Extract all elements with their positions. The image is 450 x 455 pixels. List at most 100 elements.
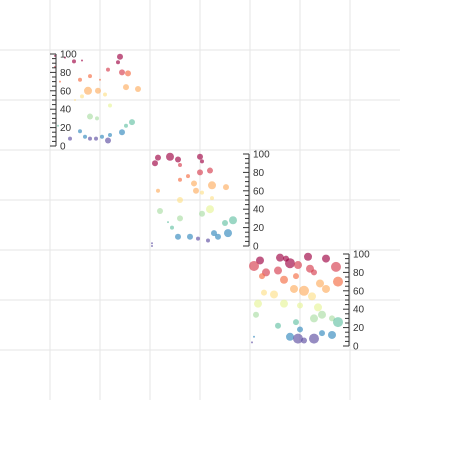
y-tick-label: 80 (253, 168, 265, 179)
data-point (314, 303, 322, 312)
data-point (286, 332, 294, 341)
data-point (186, 174, 190, 179)
data-point (253, 311, 259, 318)
data-point (280, 275, 288, 284)
data-point (229, 216, 237, 225)
data-point (297, 302, 303, 309)
y-tick-label: 80 (353, 268, 365, 279)
data-point (175, 156, 181, 163)
data-point (95, 116, 99, 121)
data-point (253, 335, 255, 338)
data-point (106, 67, 110, 72)
data-point (177, 197, 183, 203)
data-point (210, 196, 214, 201)
data-point (129, 119, 135, 126)
data-point (177, 215, 183, 222)
data-point (316, 279, 324, 288)
y-tick-label: 60 (353, 286, 365, 297)
data-point (135, 85, 141, 92)
y-tick-label: 80 (60, 68, 72, 79)
data-point (199, 210, 205, 217)
y-axis: 0 20 40 60 80 100 (50, 50, 77, 153)
y-tick-label: 20 (60, 123, 72, 134)
data-point (297, 326, 303, 333)
data-point (304, 252, 312, 261)
data-point (64, 56, 66, 59)
data-point (193, 187, 199, 194)
data-point (167, 221, 169, 224)
y-tick-label: 40 (353, 305, 365, 316)
data-point (170, 225, 174, 230)
panels: 0 20 40 60 80 100 0 20 40 60 80 100 0 20 40 60 80 100 (50, 50, 370, 353)
data-point (200, 190, 204, 195)
data-point (175, 233, 181, 240)
data-point (333, 276, 343, 287)
data-point (123, 84, 129, 91)
data-point (322, 254, 330, 263)
data-point (331, 261, 341, 272)
data-point (224, 229, 232, 238)
data-point (94, 136, 98, 141)
y-tick-label: 60 (253, 186, 265, 197)
data-point (318, 310, 326, 319)
data-point (152, 160, 158, 167)
data-point (108, 103, 112, 108)
panel-2: 0 20 40 60 80 100 (151, 150, 270, 253)
data-point (196, 236, 200, 241)
y-tick-label: 20 (353, 323, 365, 334)
data-point (83, 134, 87, 139)
data-point (197, 153, 203, 160)
data-point (290, 284, 298, 293)
y-tick-label: 0 (253, 242, 259, 253)
data-point (211, 230, 217, 237)
y-axis: 0 20 40 60 80 100 (243, 150, 270, 253)
data-point (88, 136, 92, 141)
data-point (59, 80, 61, 83)
data-point (157, 208, 163, 215)
panel-1: 0 20 40 60 80 100 (50, 50, 141, 153)
data-point (309, 333, 319, 344)
data-point (249, 260, 259, 271)
data-point (116, 60, 120, 65)
data-point (200, 159, 204, 164)
data-point (88, 74, 92, 79)
data-point (197, 169, 203, 176)
data-point (208, 181, 216, 190)
data-point (293, 319, 299, 326)
data-point (280, 299, 288, 308)
data-point (215, 233, 221, 240)
data-point (81, 59, 83, 62)
data-point (256, 256, 264, 265)
data-point (119, 129, 125, 136)
data-point (155, 154, 161, 161)
data-point (178, 177, 182, 182)
data-point (74, 99, 76, 101)
data-point (293, 333, 303, 344)
y-tick-label: 60 (60, 86, 72, 97)
data-point (276, 253, 284, 262)
data-point (166, 152, 174, 161)
y-tick-label: 0 (353, 342, 359, 353)
data-point (251, 341, 253, 344)
y-tick-label: 40 (60, 105, 72, 116)
data-point (275, 322, 281, 329)
data-point (293, 273, 299, 280)
data-point (206, 238, 210, 243)
data-point (308, 292, 316, 301)
data-point (191, 180, 197, 187)
data-point (328, 330, 336, 339)
data-point (119, 69, 125, 76)
data-point (222, 220, 228, 226)
data-point (125, 70, 131, 77)
data-point (100, 134, 104, 139)
y-tick-label: 100 (353, 250, 370, 261)
data-point (68, 136, 72, 141)
data-point (333, 317, 343, 328)
grid (0, 0, 400, 400)
data-point (223, 184, 229, 191)
data-point (294, 261, 302, 270)
data-point (254, 299, 262, 308)
y-tick-label: 0 (60, 142, 66, 153)
data-point (156, 188, 160, 193)
